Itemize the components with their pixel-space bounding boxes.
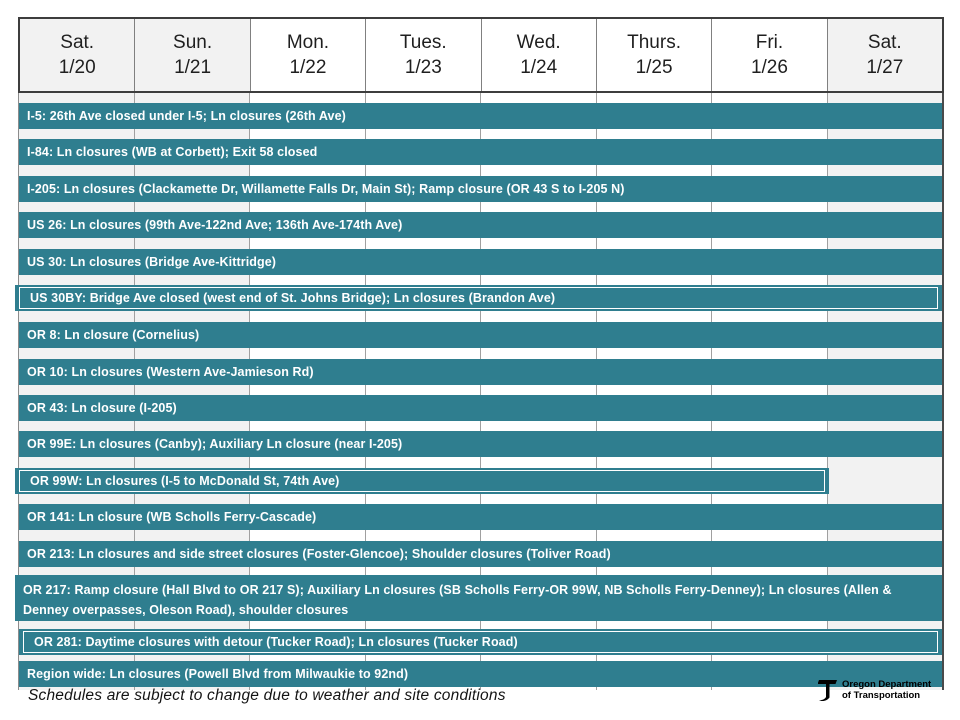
closure-bar-or-99w: OR 99W: Ln closures (I-5 to McDonald St,… xyxy=(15,468,829,494)
closure-bar-us-30: US 30: Ln closures (Bridge Ave-Kittridge… xyxy=(19,249,942,275)
day-header-tues-1-23: Tues. 1/23 xyxy=(365,19,481,91)
closure-bar-label: US 30: Ln closures (Bridge Ave-Kittridge… xyxy=(27,255,277,269)
schedule-chart: I-5: 26th Ave closed under I-5; Ln closu… xyxy=(15,93,944,690)
closure-bar-label: Region wide: Ln closures (Powell Blvd fr… xyxy=(27,667,409,681)
closure-bar-region-wide: Region wide: Ln closures (Powell Blvd fr… xyxy=(19,661,942,687)
day-date: 1/22 xyxy=(289,57,327,78)
closure-bar-label: OR 10: Ln closures (Western Ave-Jamieson… xyxy=(27,365,314,379)
closure-bar-i-205: I-205: Ln closures (Clackamette Dr, Will… xyxy=(19,176,942,202)
closure-bar-label: OR 99W: Ln closures (I-5 to McDonald St,… xyxy=(30,474,340,488)
day-header-wed-1-24: Wed. 1/24 xyxy=(480,19,596,91)
day-name: Thurs. xyxy=(627,31,681,53)
day-header-fri-1-26: Fri. 1/26 xyxy=(711,19,827,91)
day-date: 1/21 xyxy=(174,57,212,78)
closure-bar-label: OR 43: Ln closure (I-205) xyxy=(27,401,177,415)
closure-bar-label: US 30BY: Bridge Ave closed (west end of … xyxy=(30,291,556,305)
day-name: Mon. xyxy=(286,31,330,53)
closure-bar-label: OR 141: Ln closure (WB Scholls Ferry-Cas… xyxy=(27,510,317,524)
day-name: Sun. xyxy=(173,31,213,53)
day-date: 1/27 xyxy=(866,57,904,78)
odot-logo: Oregon Department of Transportation xyxy=(818,679,931,703)
closure-bar-label: I-205: Ln closures (Clackamette Dr, Will… xyxy=(27,182,625,196)
day-name: Sat. xyxy=(867,31,902,53)
closure-bar-or-10: OR 10: Ln closures (Western Ave-Jamieson… xyxy=(19,359,942,385)
day-date: 1/26 xyxy=(750,57,788,78)
day-header-sun-1-21: Sun. 1/21 xyxy=(134,19,250,91)
closure-bar-label: OR 213: Ln closures and side street clos… xyxy=(27,547,611,561)
day-date: 1/20 xyxy=(58,57,96,78)
closure-bar-or-217: OR 217: Ramp closure (Hall Blvd to OR 21… xyxy=(15,575,942,621)
closure-bar-or-99e: OR 99E: Ln closures (Canby); Auxiliary L… xyxy=(19,431,942,457)
closure-bar-i-84: I-84: Ln closures (WB at Corbett); Exit … xyxy=(19,139,942,165)
day-date: 1/23 xyxy=(404,57,442,78)
day-header-row: Sat. 1/20 Sun. 1/21 Mon. 1/22 Tues. 1/23 Wed. 1/2… xyxy=(18,17,944,93)
closure-bar-label: OR 99E: Ln closures (Canby); Auxiliary L… xyxy=(27,437,403,451)
closure-bar-us-30by: US 30BY: Bridge Ave closed (west end of … xyxy=(15,285,942,311)
closure-bar-or-8: OR 8: Ln closure (Cornelius) xyxy=(19,322,942,348)
schedule-disclaimer: Schedules are subject to change due to w… xyxy=(28,687,506,704)
closure-bar-or-213: OR 213: Ln closures and side street clos… xyxy=(19,541,942,567)
odot-logo-line1: Oregon Department xyxy=(842,679,932,691)
day-name: Fri. xyxy=(755,31,784,53)
day-name: Sat. xyxy=(60,31,95,53)
closure-bar-label: US 26: Ln closures (99th Ave-122nd Ave; … xyxy=(27,218,403,232)
day-date: 1/24 xyxy=(520,57,558,78)
day-name: Wed. xyxy=(516,31,561,53)
closure-bar-or-141: OR 141: Ln closure (WB Scholls Ferry-Cas… xyxy=(19,504,942,530)
closure-bar-label: OR 217: Ramp closure (Hall Blvd to OR 21… xyxy=(23,583,892,618)
day-header-thurs-1-25: Thurs. 1/25 xyxy=(595,19,712,91)
day-header-mon-1-22: Mon. 1/22 xyxy=(249,19,366,91)
closure-bar-i-5: I-5: 26th Ave closed under I-5; Ln closu… xyxy=(19,103,942,129)
closure-bar-or-281: OR 281: Daytime closures with detour (Tu… xyxy=(19,629,942,655)
closure-bar-label: I-5: 26th Ave closed under I-5; Ln closu… xyxy=(27,109,346,123)
odot-emblem-icon xyxy=(818,680,837,702)
day-header-sat-1-27: Sat. 1/27 xyxy=(826,19,942,91)
closure-bar-us-26: US 26: Ln closures (99th Ave-122nd Ave; … xyxy=(19,212,942,238)
closure-bar-or-43: OR 43: Ln closure (I-205) xyxy=(19,395,942,421)
odot-logo-text: Oregon Department of Transportation xyxy=(842,679,932,702)
closure-bar-label: OR 281: Daytime closures with detour (Tu… xyxy=(34,635,518,649)
closure-bar-label: OR 8: Ln closure (Cornelius) xyxy=(27,328,200,342)
day-date: 1/25 xyxy=(635,57,673,78)
day-header-sat-1-20: Sat. 1/20 xyxy=(20,19,135,91)
day-name: Tues. xyxy=(399,31,447,53)
odot-logo-line2: of Transportation xyxy=(842,690,921,701)
closure-bar-label: I-84: Ln closures (WB at Corbett); Exit … xyxy=(27,145,318,159)
